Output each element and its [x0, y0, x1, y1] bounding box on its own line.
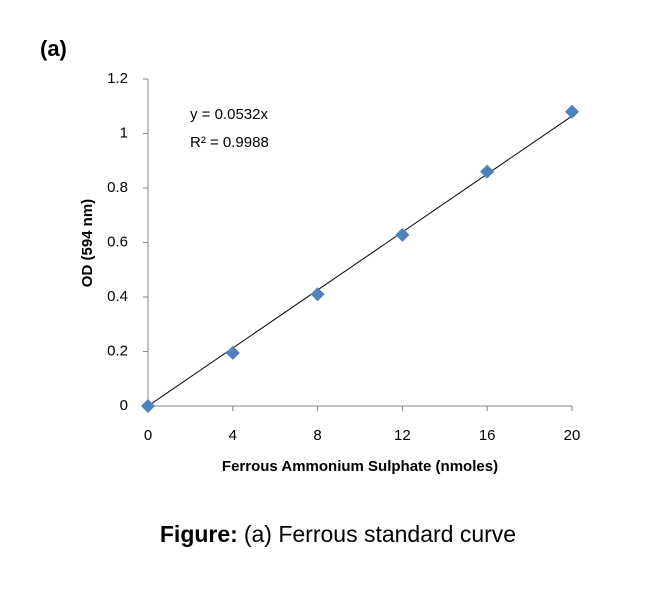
- y-tick-label: 0: [120, 397, 128, 414]
- marker: [141, 399, 155, 413]
- marker: [480, 164, 495, 179]
- caption-label: Figure:: [160, 521, 238, 547]
- marker: [310, 287, 325, 302]
- y-tick-label: 0.6: [107, 233, 128, 250]
- trendline-equation: y = 0.0532x: [190, 106, 268, 123]
- panel-label: (a): [40, 36, 67, 61]
- x-tick-label: 20: [564, 427, 581, 444]
- y-tick-label: 0.2: [107, 342, 128, 359]
- r-squared: R² = 0.9988: [190, 134, 269, 151]
- y-tick-label: 1: [120, 124, 128, 141]
- trendline: [147, 115, 573, 407]
- y-tick-label: 0.4: [107, 288, 128, 305]
- caption: Figure: (a) Ferrous standard curve: [160, 521, 516, 547]
- y-tick-label: 1.2: [107, 70, 128, 87]
- x-tick-label: 16: [479, 427, 496, 444]
- y-axis-title: OD (594 nm): [79, 199, 96, 287]
- x-tick-label: 8: [313, 427, 321, 444]
- x-tick-label: 4: [229, 427, 237, 444]
- y-tick-label: 0.8: [107, 179, 128, 196]
- x-tick-label: 0: [144, 427, 152, 444]
- x-axis-title: Ferrous Ammonium Sulphate (nmoles): [222, 458, 498, 475]
- x-tick-label: 12: [394, 427, 411, 444]
- marker: [565, 104, 579, 119]
- marker: [225, 345, 240, 360]
- caption-text: (a) Ferrous standard curve: [244, 521, 516, 547]
- marker: [395, 227, 410, 242]
